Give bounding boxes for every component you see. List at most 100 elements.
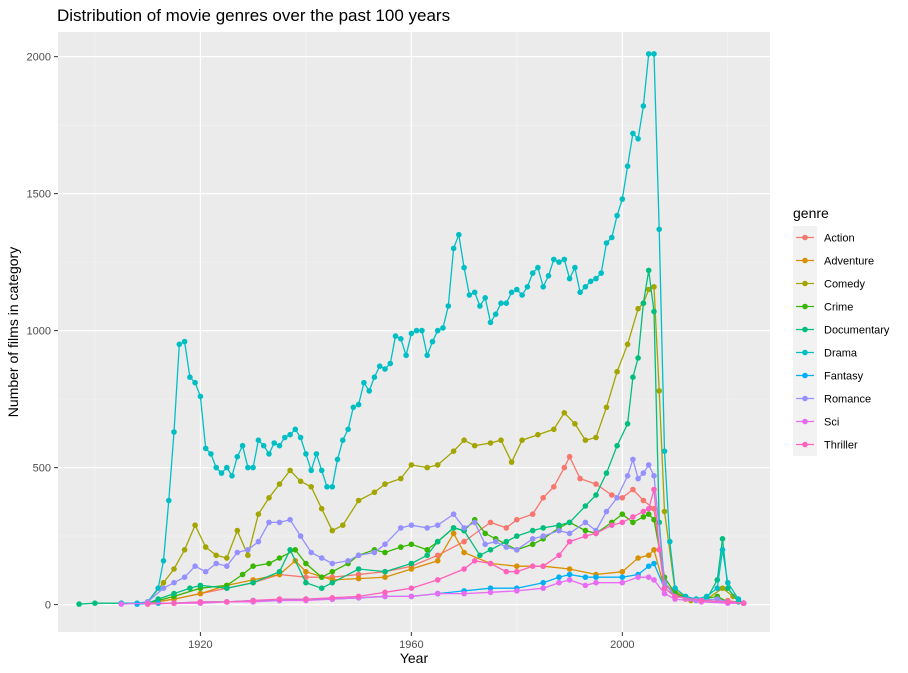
data-point-drama	[667, 538, 673, 545]
data-point-romance	[202, 568, 209, 575]
data-point-sci	[118, 601, 125, 607]
data-point-adventure	[651, 547, 657, 553]
x-tick-label: 1920	[188, 639, 212, 651]
legend-key-point	[802, 303, 808, 310]
data-point-romance	[461, 525, 467, 531]
data-point-crime	[276, 555, 283, 561]
data-point-fantasy	[556, 574, 562, 580]
data-point-crime	[630, 519, 636, 526]
data-point-comedy	[408, 462, 415, 468]
data-point-crime	[239, 571, 246, 578]
data-point-thriller	[303, 596, 309, 602]
data-point-documentary	[556, 522, 562, 528]
data-point-romance	[234, 549, 241, 556]
data-point-thriller	[698, 597, 705, 604]
data-point-romance	[255, 538, 262, 545]
data-point-comedy	[719, 585, 726, 591]
data-point-comedy	[603, 404, 610, 411]
data-point-thriller	[609, 522, 615, 528]
data-point-romance	[276, 519, 283, 526]
legend-item-crime: Crime	[796, 302, 853, 314]
data-point-sci	[461, 590, 467, 597]
data-point-documentary	[92, 600, 98, 606]
data-point-crime	[398, 544, 404, 550]
legend-key-point	[802, 280, 808, 287]
data-point-fantasy	[645, 563, 652, 569]
data-point-comedy	[192, 522, 198, 528]
data-point-crime	[619, 511, 626, 517]
data-point-action	[514, 516, 520, 523]
data-point-romance	[529, 536, 536, 542]
y-tick-label: 1000	[27, 326, 51, 338]
legend-label: Crime	[824, 302, 853, 314]
data-point-drama	[202, 445, 209, 452]
data-point-adventure	[635, 555, 641, 561]
legend-label: Fantasy	[824, 371, 864, 383]
data-point-drama	[313, 451, 320, 457]
data-point-comedy	[276, 481, 283, 487]
data-point-thriller	[556, 552, 562, 559]
data-point-documentary	[540, 525, 546, 531]
data-point-drama	[434, 327, 441, 334]
data-point-thriller	[355, 593, 362, 600]
data-point-romance	[640, 470, 647, 476]
data-point-comedy	[382, 481, 388, 487]
data-point-romance	[192, 563, 198, 569]
data-point-drama	[334, 456, 341, 463]
data-point-drama	[514, 286, 520, 293]
data-point-drama	[609, 234, 615, 241]
data-point-romance	[556, 527, 562, 534]
data-point-drama	[324, 484, 330, 490]
series-comedy	[144, 284, 747, 606]
data-point-drama	[524, 284, 531, 290]
data-point-drama	[197, 393, 204, 400]
data-point-adventure	[461, 549, 467, 556]
data-point-sci	[619, 579, 626, 586]
x-axis: 1920 1960 2000	[188, 632, 635, 651]
data-point-comedy	[614, 368, 620, 375]
data-point-drama	[482, 295, 489, 301]
legend-item-adventure: Adventure	[796, 256, 874, 268]
data-point-comedy	[160, 579, 167, 586]
data-point-documentary	[355, 566, 362, 572]
legend-label: Action	[824, 233, 855, 245]
data-point-documentary	[424, 552, 431, 559]
data-point-comedy	[398, 475, 404, 482]
data-point-action	[561, 464, 568, 471]
data-point-romance	[503, 544, 510, 550]
data-point-action	[540, 495, 546, 501]
data-point-drama	[735, 596, 742, 602]
data-point-romance	[471, 519, 478, 526]
data-point-drama	[619, 196, 626, 202]
data-point-adventure	[303, 568, 309, 575]
legend-label: Drama	[824, 348, 858, 360]
data-point-sci	[408, 593, 415, 600]
data-point-comedy	[572, 421, 578, 427]
data-point-documentary	[630, 374, 636, 381]
data-point-comedy	[245, 552, 251, 559]
data-point-romance	[582, 519, 589, 526]
legend-key-point	[802, 257, 808, 264]
data-point-drama	[287, 431, 293, 438]
data-point-drama	[466, 292, 473, 298]
data-point-thriller	[725, 599, 731, 605]
legend-title: genre	[793, 205, 829, 221]
data-point-action	[551, 484, 557, 490]
data-point-comedy	[450, 448, 457, 455]
data-point-adventure	[645, 552, 652, 559]
data-point-documentary	[725, 585, 731, 591]
data-point-sci	[556, 579, 562, 586]
data-point-drama	[318, 467, 325, 474]
data-point-thriller	[382, 589, 388, 596]
data-point-drama	[229, 473, 235, 479]
data-point-comedy	[318, 505, 325, 512]
legend: genre Action Adventure Comedy Crime Document…	[793, 205, 890, 456]
data-point-crime	[329, 568, 336, 575]
legend-label: Comedy	[824, 279, 865, 291]
data-point-thriller	[672, 593, 678, 600]
data-point-sci	[661, 590, 668, 597]
legend-key-point	[802, 395, 808, 402]
data-point-drama	[224, 464, 230, 471]
data-point-drama	[661, 448, 668, 455]
